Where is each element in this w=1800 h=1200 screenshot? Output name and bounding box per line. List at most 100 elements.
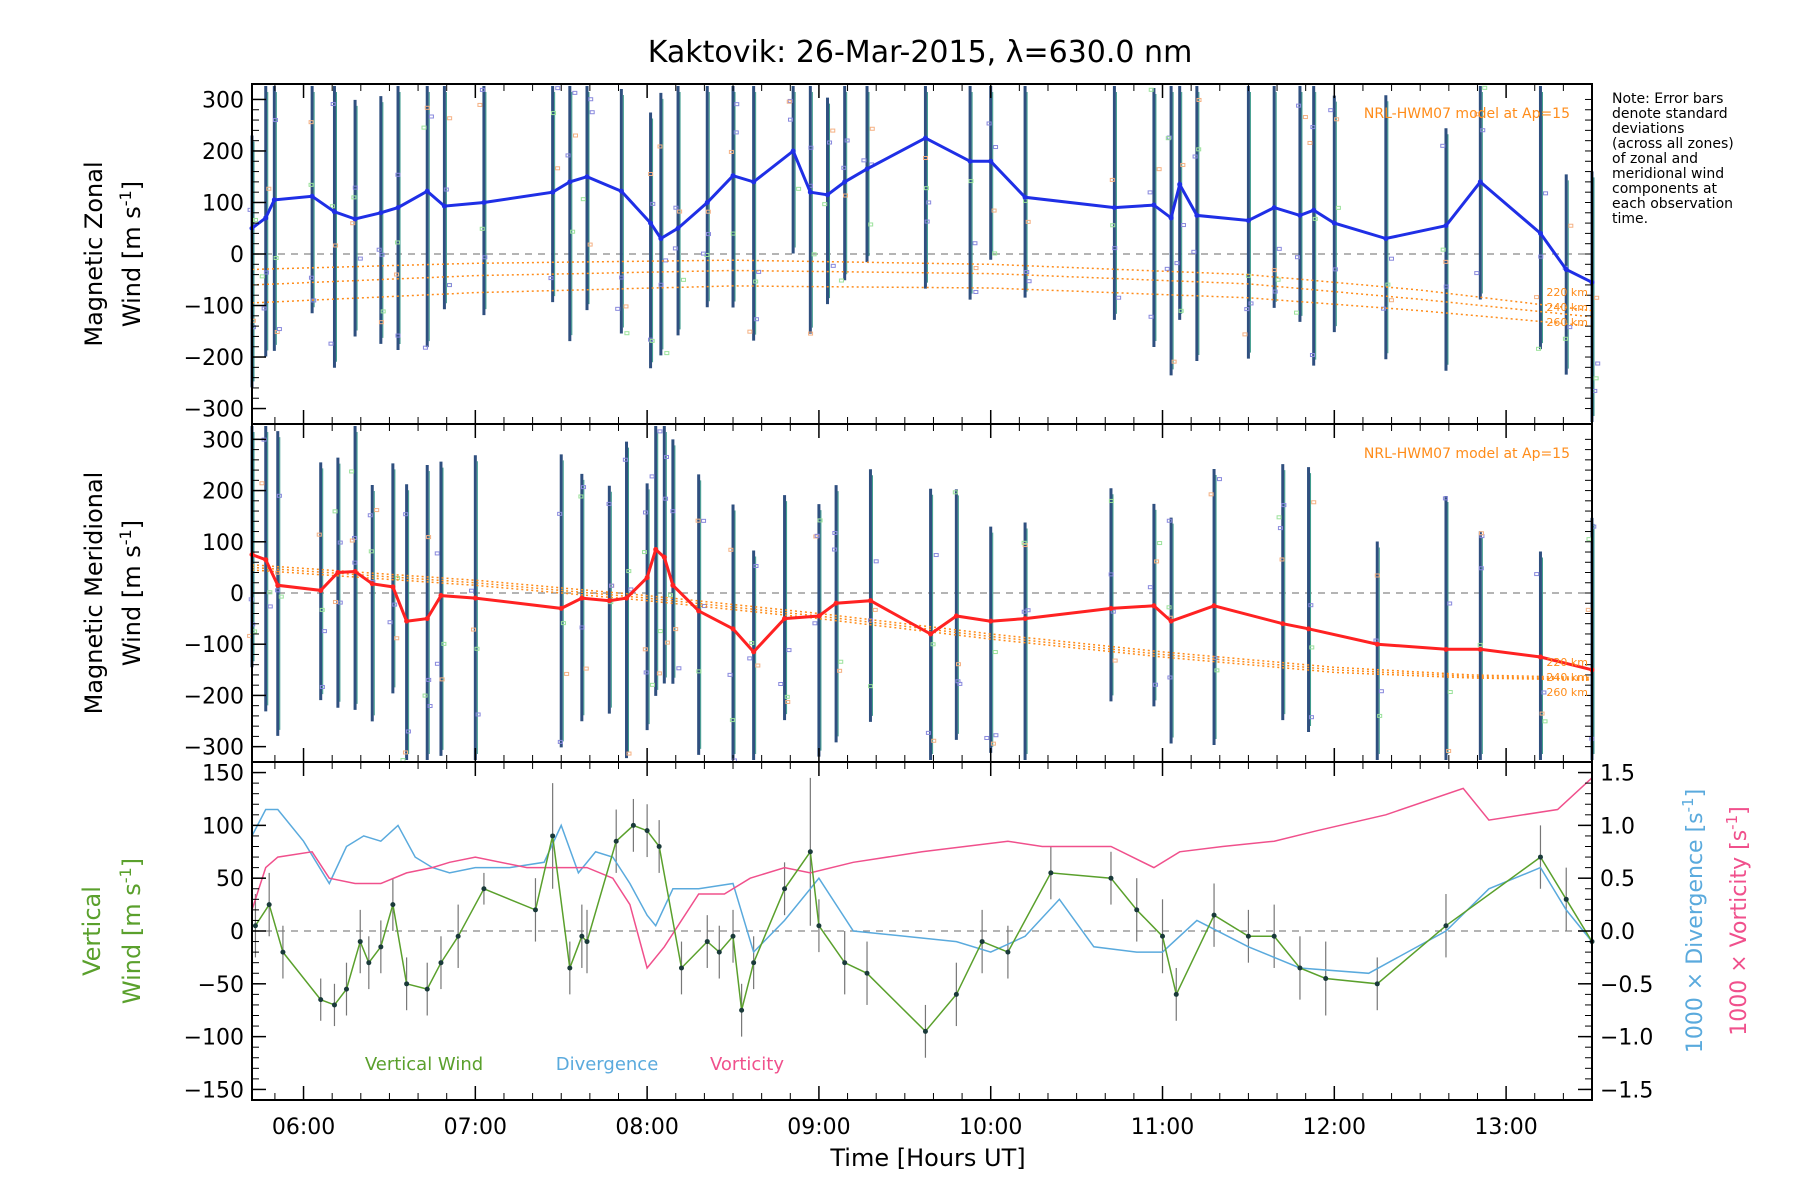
zone-sample bbox=[786, 648, 792, 653]
zone-sample bbox=[1308, 715, 1314, 720]
wind-point bbox=[352, 568, 358, 574]
zone-sample bbox=[276, 493, 282, 498]
vertical-wind-point bbox=[1323, 976, 1329, 982]
zone-sample bbox=[1208, 492, 1214, 497]
zone-sample bbox=[609, 583, 615, 588]
zone-sample bbox=[579, 625, 585, 630]
zone-sample bbox=[1024, 269, 1030, 274]
wind-point bbox=[618, 188, 624, 194]
vertical-wind-point bbox=[864, 970, 870, 976]
zone-sample bbox=[730, 231, 736, 236]
zone-sample bbox=[1156, 167, 1162, 172]
zone-sample bbox=[337, 540, 343, 545]
zone-sample bbox=[1447, 601, 1453, 606]
wind-point bbox=[675, 225, 681, 231]
zone-sample bbox=[837, 668, 843, 673]
zone-sample bbox=[1248, 301, 1254, 306]
vertical-wind-point bbox=[730, 933, 736, 939]
note-line: each observation bbox=[1612, 196, 1734, 212]
wind-point bbox=[658, 236, 664, 242]
x-tick-label: 09:00 bbox=[787, 1115, 850, 1140]
zone-sample bbox=[1568, 223, 1574, 228]
zone-sample bbox=[1108, 572, 1114, 577]
zone-sample bbox=[1442, 496, 1448, 501]
zone-sample bbox=[368, 549, 374, 554]
zone-sample bbox=[1443, 284, 1449, 289]
model-curve bbox=[251, 564, 1593, 679]
wind-point bbox=[318, 587, 324, 593]
note-line: denote standard bbox=[1612, 106, 1728, 122]
zone-sample bbox=[657, 429, 663, 434]
wind-point bbox=[579, 595, 585, 601]
zone-sample bbox=[695, 518, 701, 523]
zone-sample bbox=[328, 341, 334, 346]
vertical-wind-point bbox=[979, 939, 985, 945]
zone-sample bbox=[405, 729, 411, 734]
vertical-wind-point bbox=[1271, 933, 1277, 939]
wind-point bbox=[1177, 181, 1183, 187]
zone-sample bbox=[1388, 256, 1394, 261]
zone-sample bbox=[664, 351, 670, 356]
y-tick-label: 300 bbox=[202, 428, 244, 453]
zone-sample bbox=[1025, 219, 1031, 224]
zone-sample bbox=[351, 195, 357, 200]
zone-sample bbox=[733, 130, 739, 135]
zone-sample bbox=[677, 209, 683, 214]
zone-sample bbox=[321, 629, 327, 634]
zone-sample bbox=[333, 599, 339, 604]
wind-point bbox=[833, 600, 839, 606]
zone-sample bbox=[696, 669, 702, 674]
zone-sample bbox=[784, 694, 790, 699]
zone-sample bbox=[352, 185, 358, 190]
vertical-wind-point bbox=[656, 844, 662, 849]
zone-sample bbox=[785, 699, 791, 704]
zone-sample bbox=[1328, 108, 1334, 113]
y-tick-label: −150 bbox=[184, 1078, 244, 1103]
zone-sample bbox=[555, 166, 561, 171]
zone-sample bbox=[1377, 713, 1383, 718]
zone-sample bbox=[673, 627, 679, 632]
zone-sample bbox=[374, 508, 380, 513]
vertical-wind-point bbox=[378, 944, 384, 950]
zone-sample bbox=[1385, 282, 1391, 287]
vertical-wind-point bbox=[739, 1007, 745, 1013]
y-tick-label: 50 bbox=[216, 867, 244, 892]
wind-point bbox=[472, 595, 478, 601]
wind-point bbox=[424, 188, 430, 194]
zone-sample bbox=[1022, 543, 1028, 548]
note-line: deviations bbox=[1612, 121, 1685, 137]
zone-sample bbox=[952, 490, 958, 495]
zone-sample bbox=[1174, 261, 1180, 266]
zone-sample bbox=[626, 751, 632, 756]
zone-sample bbox=[1148, 314, 1154, 319]
zone-sample bbox=[1594, 295, 1600, 300]
zone-sample bbox=[992, 650, 998, 655]
vertical-wind-point bbox=[842, 960, 848, 966]
wind-point bbox=[352, 216, 358, 222]
zone-sample bbox=[830, 128, 836, 133]
zone-sample bbox=[551, 111, 557, 116]
zone-sample bbox=[872, 607, 878, 612]
zone-sample bbox=[422, 693, 428, 698]
zone-sample bbox=[1147, 190, 1153, 195]
note-line: (across all zones) bbox=[1612, 136, 1734, 152]
y-axis-title-line2: Wind [m s-1] bbox=[116, 181, 146, 327]
vorticity-line bbox=[251, 777, 1593, 970]
zone-sample bbox=[263, 270, 269, 275]
zone-sample bbox=[1112, 246, 1118, 251]
zone-sample bbox=[827, 140, 833, 145]
zone-sample bbox=[1309, 645, 1315, 650]
zone-sample bbox=[587, 242, 593, 247]
zone-sample bbox=[643, 670, 649, 675]
wind-point bbox=[331, 209, 337, 215]
wind-point bbox=[1194, 212, 1200, 218]
zone-sample bbox=[1310, 125, 1316, 130]
zone-sample bbox=[1312, 216, 1318, 221]
zone-sample bbox=[1334, 117, 1340, 122]
zone-sample bbox=[560, 621, 566, 626]
zone-sample bbox=[330, 102, 336, 107]
x-tick-label: 12:00 bbox=[1303, 1115, 1366, 1140]
zone-sample bbox=[753, 563, 759, 568]
zone-sample bbox=[796, 186, 802, 191]
y-tick-label: 0 bbox=[230, 582, 244, 607]
